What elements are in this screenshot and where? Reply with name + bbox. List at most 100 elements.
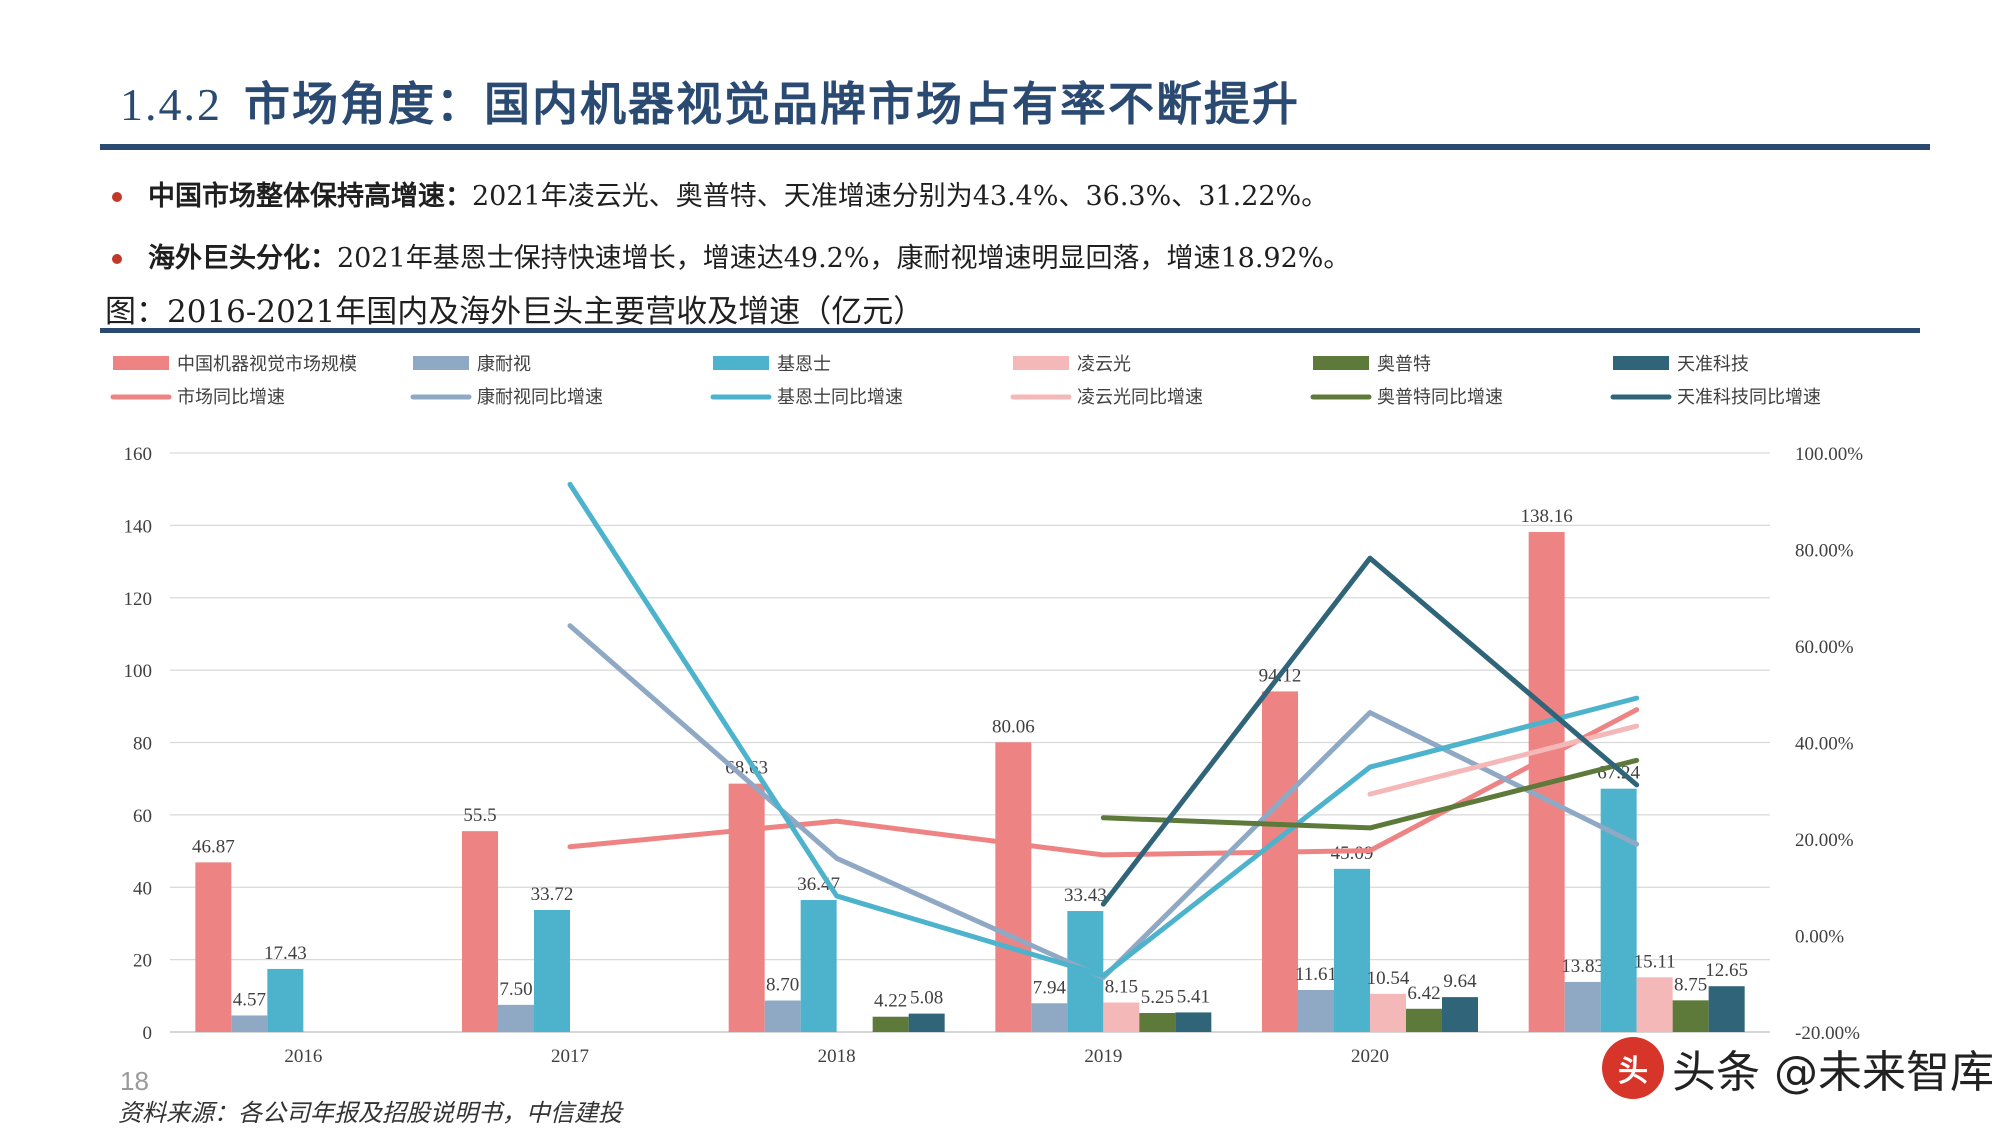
y2-tick-label: -20.00%: [1795, 1023, 1860, 1044]
bar-data-label: 6.42: [1407, 983, 1440, 1004]
bar: [1175, 1012, 1212, 1032]
bar: [1139, 1013, 1176, 1032]
watermark: 头 头条 @未来智库: [1602, 1036, 1994, 1100]
y2-tick-label: 80.00%: [1795, 541, 1854, 562]
bullet-heading: 海外巨头分化：: [148, 243, 337, 274]
growth-line: [1100, 555, 1640, 907]
bar: [728, 783, 765, 1032]
bar: [1031, 1003, 1068, 1032]
bullet-text: 2021年基恩士保持快速增长，增速达49.2%，康耐视增速明显回落，增速18.9…: [337, 243, 1351, 274]
bar-data-label: 33.43: [1064, 885, 1107, 906]
bar: [1406, 1008, 1442, 1032]
legend-label: 奥普特同比增速: [1377, 387, 1503, 408]
legend-swatch: [113, 356, 169, 370]
bar: [764, 1000, 801, 1032]
y-tick-label: 120: [124, 589, 153, 610]
y-tick-label: 140: [124, 516, 153, 537]
bar: [195, 862, 232, 1032]
y2-tick-label: 60.00%: [1795, 637, 1854, 658]
bar: [1103, 1002, 1140, 1032]
bar-data-label: 33.72: [531, 884, 574, 905]
bullet-heading: 中国市场整体保持高增速：: [148, 181, 472, 212]
bar: [231, 1015, 268, 1032]
bar: [267, 968, 304, 1032]
legend-label: 市场同比增速: [177, 387, 285, 408]
bar-data-label: 10.54: [1367, 968, 1410, 989]
bar-data-label: 4.57: [233, 989, 266, 1010]
bar-data-label: 8.75: [1674, 974, 1707, 995]
y-tick-label: 160: [124, 444, 153, 465]
figure-title: 图：2016-2021年国内及海外巨头主要营收及增速（亿元）: [105, 294, 925, 330]
section-number: 1.4.2: [120, 79, 222, 130]
x-tick-label: 2020: [1351, 1046, 1389, 1065]
legend-label: 天准科技: [1677, 354, 1749, 375]
bar-data-label: 55.5: [463, 805, 496, 826]
bar-data-label: 8.70: [766, 975, 799, 996]
y-tick-label: 0: [143, 1023, 153, 1044]
x-tick-label: 2019: [1084, 1046, 1122, 1065]
source-note: 资料来源：各公司年报及招股说明书，中信建投: [118, 1099, 622, 1127]
bar: [1370, 993, 1406, 1032]
legend-swatch: [1313, 356, 1369, 370]
legend-label: 凌云光同比增速: [1077, 387, 1203, 408]
x-tick-label: 2016: [284, 1046, 322, 1065]
bullet-list: 中国市场整体保持高增速： 2021年凌云光、奥普特、天准增速分别为43.4%、36…: [112, 166, 1350, 290]
bullet-text: 2021年凌云光、奥普特、天准增速分别为43.4%、36.3%、31.22%。: [472, 181, 1329, 212]
bar: [462, 831, 498, 1032]
bar: [1298, 989, 1334, 1032]
bar: [1708, 986, 1745, 1032]
bar-data-label: 7.50: [499, 979, 532, 1000]
growth-line: [1100, 757, 1640, 831]
legend-label: 天准科技同比增速: [1677, 387, 1821, 408]
y-tick-label: 60: [133, 806, 152, 827]
y-tick-label: 100: [124, 661, 153, 682]
bar-data-label: 4.22: [874, 991, 907, 1012]
bar: [1564, 981, 1601, 1032]
bullet-item: 中国市场整体保持高增速： 2021年凌云光、奥普特、天准增速分别为43.4%、36…: [112, 166, 1350, 228]
revenue-growth-chart: 0 20 40 60 80 100 120 140 160 -20.00% 0.00% 20.00% 4…: [110, 354, 1863, 1065]
growth-line: [1367, 723, 1640, 797]
bar-data-label: 13.83: [1561, 956, 1604, 977]
legend-label: 基恩士同比增速: [777, 387, 903, 408]
bar-data-label: 36.47: [797, 874, 840, 895]
bar: [1262, 691, 1298, 1032]
bar-data-label: 8.15: [1105, 977, 1138, 998]
bar: [908, 1013, 945, 1032]
y-tick-label: 80: [133, 734, 152, 755]
bar-data-label: 5.25: [1141, 987, 1174, 1008]
title-text: 市场角度：国内机器视觉品牌市场占有率不断提升: [244, 77, 1300, 131]
bar: [800, 900, 837, 1032]
legend-label: 凌云光: [1077, 354, 1131, 375]
legend-swatch: [1013, 356, 1069, 370]
y-tick-label: 40: [133, 878, 152, 899]
legend-label: 中国机器视觉市场规模: [177, 354, 357, 375]
bar-data-label: 138.16: [1521, 506, 1573, 527]
bullet-item: 海外巨头分化： 2021年基恩士保持快速增长，增速达49.2%，康耐视增速明显回落…: [112, 228, 1350, 290]
bar: [995, 742, 1032, 1032]
bar-data-label: 9.64: [1443, 971, 1477, 992]
bullet-dot-icon: [112, 192, 122, 202]
legend-label: 康耐视同比增速: [477, 387, 603, 408]
bar-data-label: 15.11: [1634, 951, 1676, 972]
bar: [1600, 788, 1637, 1032]
legend-label: 奥普特: [1377, 354, 1431, 375]
legend-label: 基恩士: [777, 354, 831, 375]
y2-tick-label: 40.00%: [1795, 734, 1854, 755]
bar-data-label: 5.08: [910, 988, 943, 1009]
bar: [1334, 868, 1370, 1032]
legend-swatch: [713, 356, 769, 370]
growth-line: [567, 481, 1640, 979]
bar-data-label: 12.65: [1705, 960, 1748, 981]
legend-swatch: [1613, 356, 1669, 370]
watermark-text: 头条 @未来智库: [1672, 1047, 1994, 1098]
y2-tick-label: 20.00%: [1795, 830, 1854, 851]
bar-data-label: 5.41: [1177, 986, 1210, 1007]
page-number: 18: [120, 1066, 149, 1096]
bar: [1442, 997, 1478, 1032]
bar-data-label: 17.43: [264, 943, 307, 964]
bar-data-label: 80.06: [992, 716, 1035, 737]
legend-label: 康耐视: [477, 354, 531, 375]
bullet-dot-icon: [112, 254, 122, 264]
y2-tick-label: 0.00%: [1795, 927, 1844, 948]
bar-data-label: 11.61: [1295, 964, 1337, 985]
